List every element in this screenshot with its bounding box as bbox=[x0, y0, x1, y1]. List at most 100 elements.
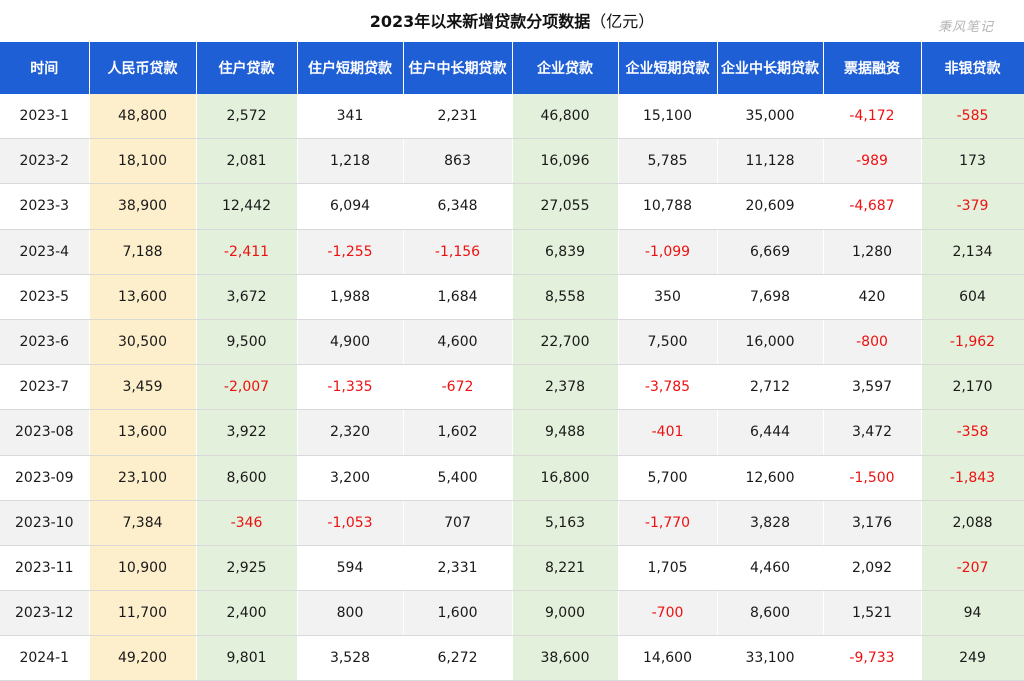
table-cell: 1,988 bbox=[297, 274, 404, 320]
table-cell: 604 bbox=[921, 274, 1024, 320]
table-cell: 2023-1 bbox=[0, 94, 90, 140]
table-cell: 863 bbox=[403, 138, 513, 185]
table-cell: 2,320 bbox=[297, 409, 404, 456]
table-cell: 350 bbox=[618, 274, 718, 320]
table-cell: 12,600 bbox=[717, 455, 824, 501]
table-cell: -4,687 bbox=[823, 183, 922, 230]
table-cell: 6,348 bbox=[403, 183, 513, 230]
table-body: 2023-1 48,800 2,572 341 2,231 46,800 15,100 35,… bbox=[0, 94, 1024, 681]
table-row: 2023-12 11,700 2,400 800 1,600 9,000 -700 8,600… bbox=[0, 590, 1024, 637]
table-cell: 1,600 bbox=[403, 590, 513, 637]
table-cell: 38,900 bbox=[89, 183, 197, 230]
column-header: 住户贷款 bbox=[196, 42, 298, 94]
table-cell: 4,600 bbox=[403, 319, 513, 366]
table-cell: -3,785 bbox=[618, 364, 718, 411]
table-cell: 9,500 bbox=[196, 319, 298, 366]
header-row: 时间 人民币贷款 住户贷款 住户短期贷款 住户中长期贷款 企业贷款 企业短期贷款… bbox=[0, 42, 1024, 94]
table-cell: 6,839 bbox=[512, 229, 619, 275]
table-cell: 35,000 bbox=[717, 94, 824, 140]
table-cell: 2023-6 bbox=[0, 319, 90, 366]
table-cell: 7,384 bbox=[89, 500, 197, 546]
table-cell: 2023-10 bbox=[0, 500, 90, 546]
table-title: 2023年以来新增贷款分项数据（亿元） bbox=[0, 8, 1024, 32]
table-cell: -672 bbox=[403, 364, 513, 411]
table-row: 2023-4 7,188 -2,411 -1,255 -1,156 6,839 -1,099… bbox=[0, 229, 1024, 275]
column-header: 人民币贷款 bbox=[89, 42, 197, 94]
table-cell: -2,007 bbox=[196, 364, 298, 411]
table-cell: 3,459 bbox=[89, 364, 197, 411]
table-cell: 9,000 bbox=[512, 590, 619, 637]
table-cell: 8,600 bbox=[196, 455, 298, 501]
table-cell: 2,081 bbox=[196, 138, 298, 185]
table-cell: 2,925 bbox=[196, 545, 298, 592]
table-cell: 3,528 bbox=[297, 635, 404, 681]
column-header: 住户中长期贷款 bbox=[403, 42, 513, 94]
unit-label: （亿元） bbox=[590, 12, 655, 31]
table-cell: 341 bbox=[297, 94, 404, 140]
table-cell: 27,055 bbox=[512, 183, 619, 230]
table-cell: -1,335 bbox=[297, 364, 404, 411]
table-cell: 7,500 bbox=[618, 319, 718, 366]
table-row: 2023-08 13,600 3,922 2,320 1,602 9,488 -401 6,4… bbox=[0, 409, 1024, 456]
table-cell: -379 bbox=[921, 183, 1024, 230]
table-cell: 9,801 bbox=[196, 635, 298, 681]
table-row: 2023-6 30,500 9,500 4,900 4,600 22,700 7,500 16… bbox=[0, 319, 1024, 366]
table-cell: 3,200 bbox=[297, 455, 404, 501]
table-cell: 30,500 bbox=[89, 319, 197, 366]
table-cell: -700 bbox=[618, 590, 718, 637]
table-cell: 2,231 bbox=[403, 94, 513, 140]
table-cell: 16,000 bbox=[717, 319, 824, 366]
table-cell: 3,176 bbox=[823, 500, 922, 546]
table-cell: -800 bbox=[823, 319, 922, 366]
table-cell: 10,900 bbox=[89, 545, 197, 592]
watermark: 秉风笔记 bbox=[937, 20, 994, 35]
table-cell: 800 bbox=[297, 590, 404, 637]
table-cell: 1,280 bbox=[823, 229, 922, 275]
table-cell: 14,600 bbox=[618, 635, 718, 681]
table-cell: 38,600 bbox=[512, 635, 619, 681]
table-cell: 8,558 bbox=[512, 274, 619, 320]
table-cell: -585 bbox=[921, 94, 1024, 140]
table-cell: 173 bbox=[921, 138, 1024, 185]
table-cell: 5,785 bbox=[618, 138, 718, 185]
column-header: 时间 bbox=[0, 42, 90, 94]
table-cell: 8,600 bbox=[717, 590, 824, 637]
table-cell: 2,572 bbox=[196, 94, 298, 140]
table-cell: -1,156 bbox=[403, 229, 513, 275]
table-cell: 6,444 bbox=[717, 409, 824, 456]
table-cell: 2023-12 bbox=[0, 590, 90, 637]
table-cell: 2023-09 bbox=[0, 455, 90, 501]
table-cell: -401 bbox=[618, 409, 718, 456]
table-cell: -358 bbox=[921, 409, 1024, 456]
table-cell: 2023-11 bbox=[0, 545, 90, 592]
table-cell: -1,500 bbox=[823, 455, 922, 501]
table-cell: 2,712 bbox=[717, 364, 824, 411]
column-header: 企业中长期贷款 bbox=[717, 42, 824, 94]
table-row: 2023-09 23,100 8,600 3,200 5,400 16,800 5,700 1… bbox=[0, 455, 1024, 501]
table-cell: -989 bbox=[823, 138, 922, 185]
table-cell: 249 bbox=[921, 635, 1024, 681]
table-cell: 5,700 bbox=[618, 455, 718, 501]
table-cell: 3,672 bbox=[196, 274, 298, 320]
table-cell: 2024-1 bbox=[0, 635, 90, 681]
table-cell: 23,100 bbox=[89, 455, 197, 501]
table-cell: 94 bbox=[921, 590, 1024, 637]
table-cell: 1,218 bbox=[297, 138, 404, 185]
table-cell: 3,472 bbox=[823, 409, 922, 456]
table-cell: 6,094 bbox=[297, 183, 404, 230]
table-cell: 1,521 bbox=[823, 590, 922, 637]
table-cell: 2023-2 bbox=[0, 138, 90, 185]
column-header: 住户短期贷款 bbox=[297, 42, 404, 94]
table-cell: -1,962 bbox=[921, 319, 1024, 366]
table-cell: 707 bbox=[403, 500, 513, 546]
table-cell: 594 bbox=[297, 545, 404, 592]
table-cell: 1,684 bbox=[403, 274, 513, 320]
table-cell: 2023-4 bbox=[0, 229, 90, 275]
table-cell: 4,460 bbox=[717, 545, 824, 592]
table-cell: 11,128 bbox=[717, 138, 824, 185]
table-cell: 2023-08 bbox=[0, 409, 90, 456]
table-cell: 16,800 bbox=[512, 455, 619, 501]
table-cell: 7,188 bbox=[89, 229, 197, 275]
table-cell: 420 bbox=[823, 274, 922, 320]
table-cell: 5,163 bbox=[512, 500, 619, 546]
